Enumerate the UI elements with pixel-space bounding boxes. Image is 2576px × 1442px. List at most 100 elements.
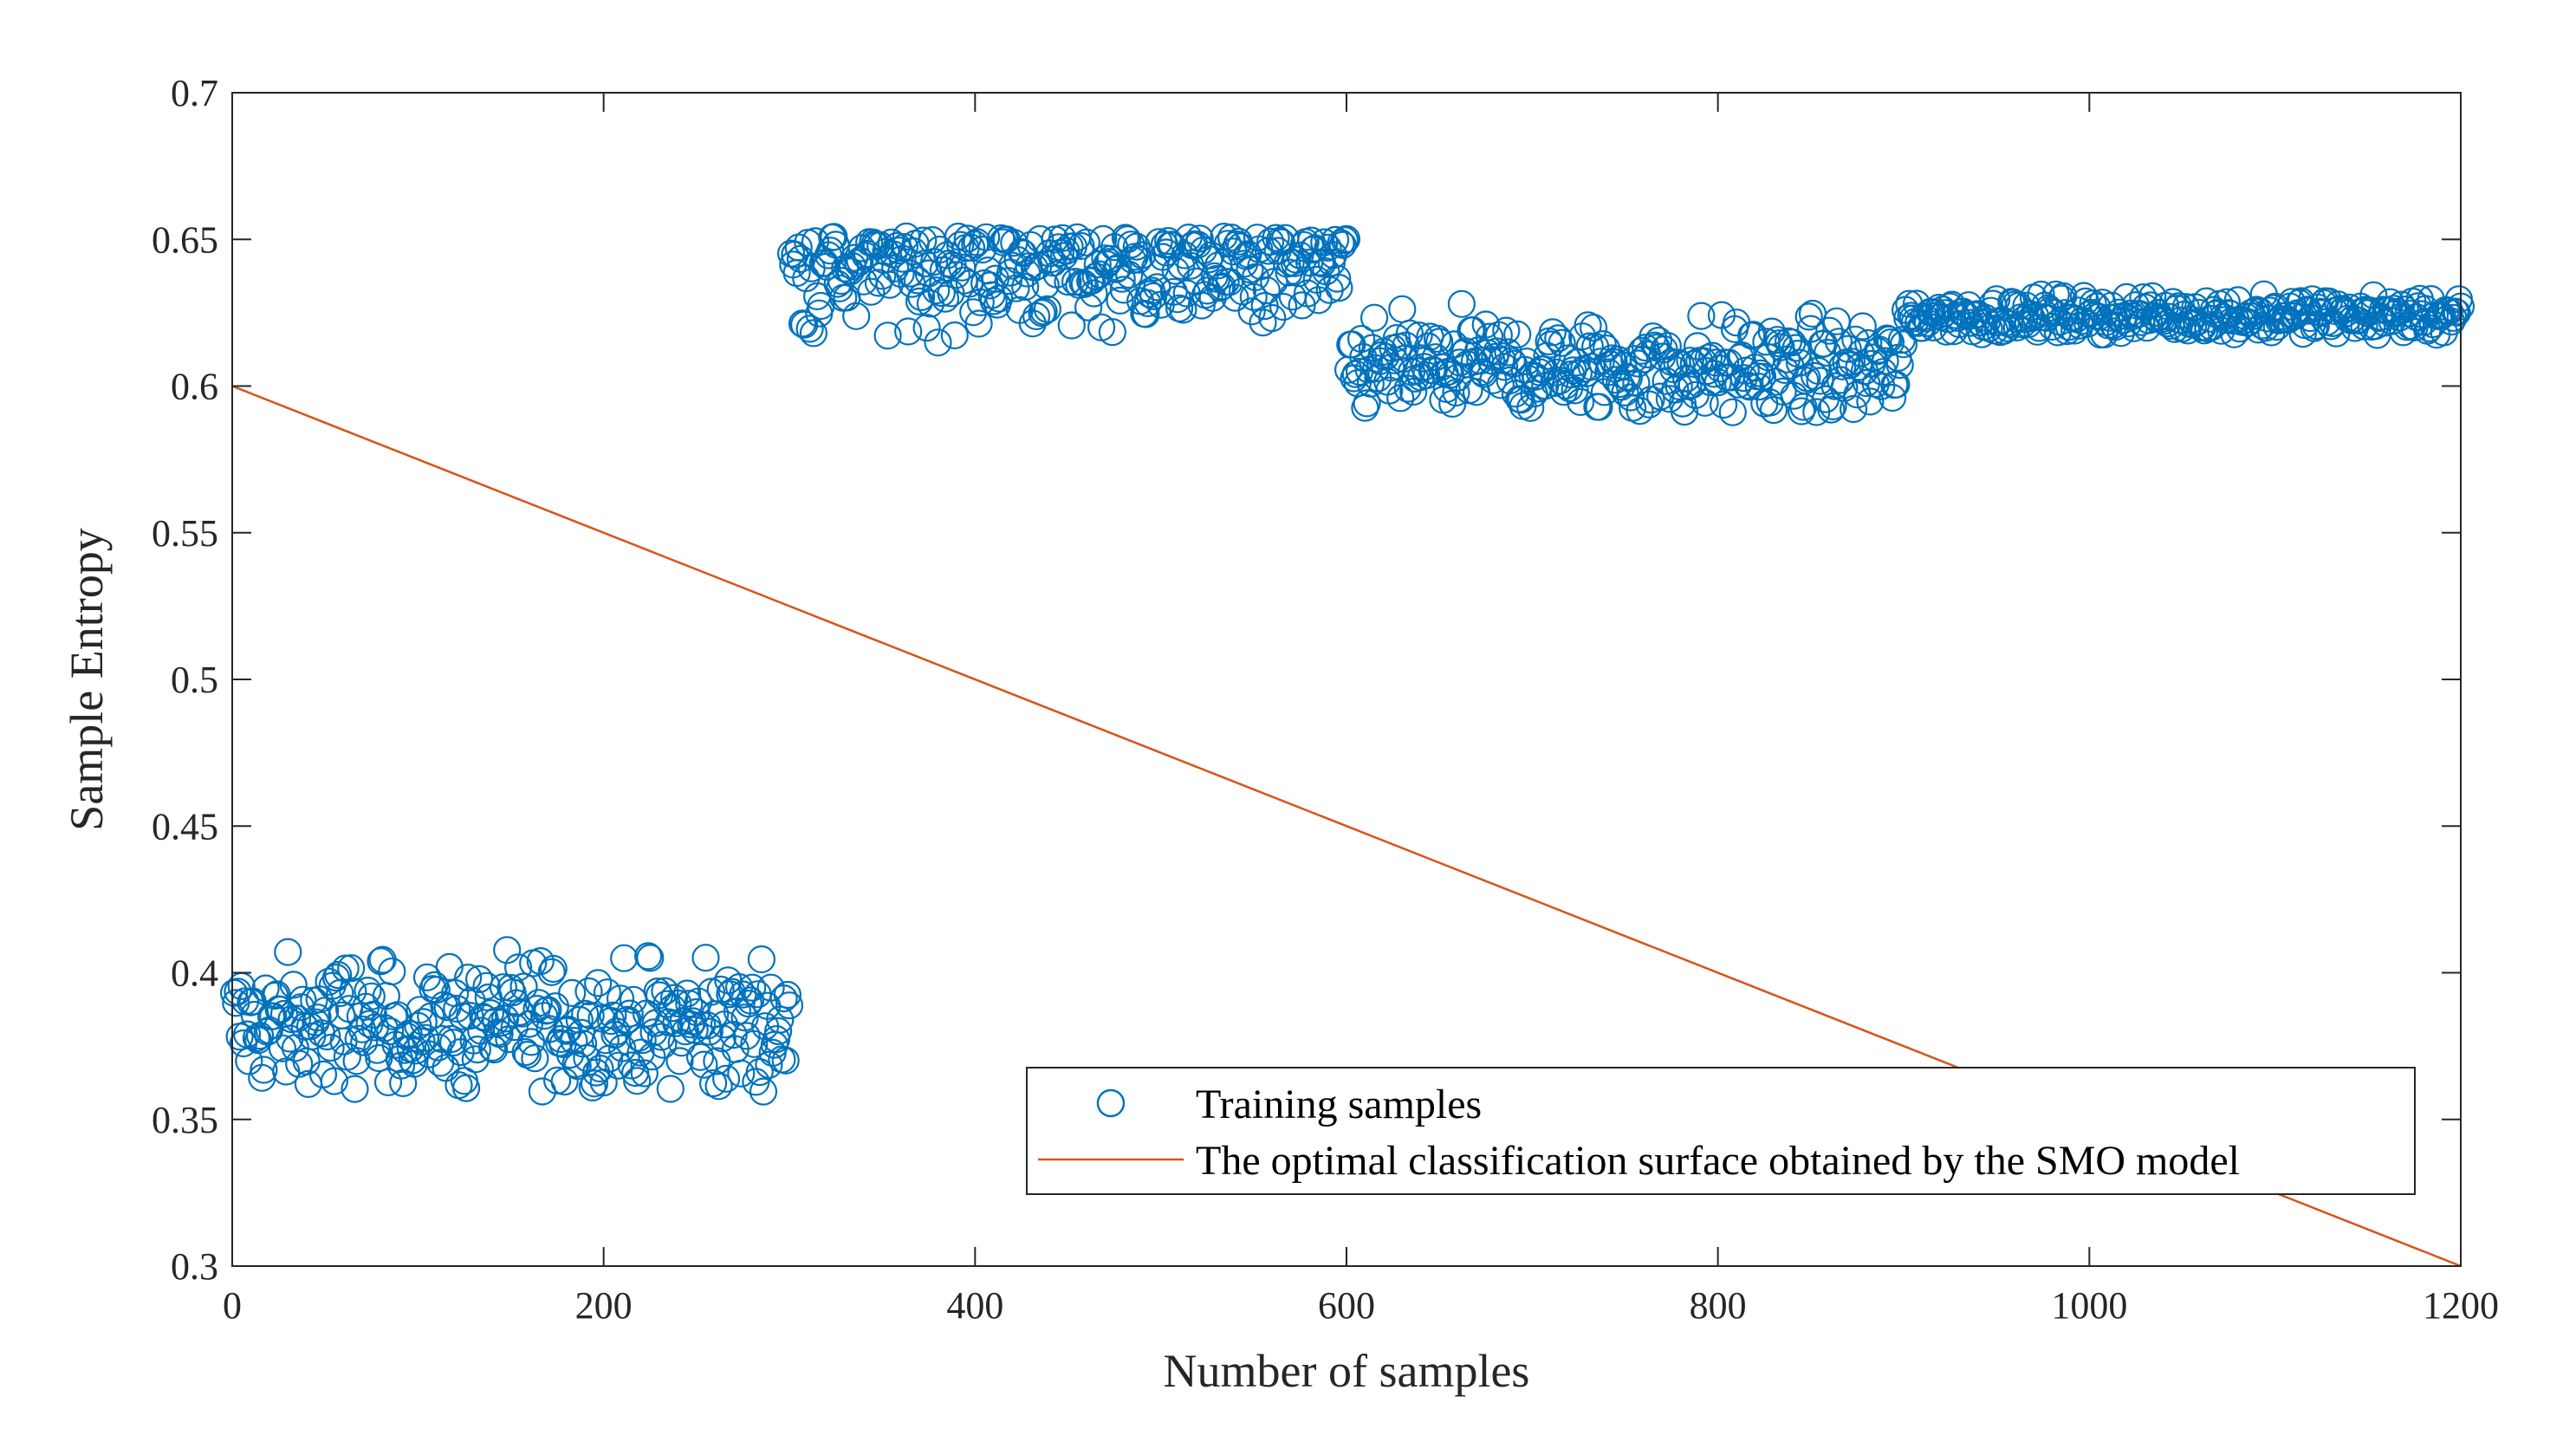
training-sample-point [1687,302,1716,330]
training-sample-point [719,1020,748,1049]
training-sample-point [1536,330,1565,359]
y-tick-label: 0.7 [171,72,218,114]
training-sample-point [1080,279,1108,308]
training-sample-point [1341,360,1370,388]
training-sample-point [1759,396,1788,425]
training-sample-point [1574,311,1602,340]
training-sample-point [1382,324,1411,353]
training-sample-point [1304,286,1333,315]
training-sample-point [1817,395,1846,424]
training-sample-point [957,233,986,262]
training-sample-point [357,982,386,1010]
training-sample-point [1256,227,1285,256]
y-tick-label: 0.3 [171,1245,218,1288]
training-sample-point [1269,292,1298,322]
training-sample-point [972,223,1001,251]
training-sample-point [1359,303,1389,332]
training-sample-point [1572,359,1600,387]
training-sample-point [420,971,449,1000]
training-sample-point [1221,283,1249,312]
training-sample-point [469,1003,497,1031]
training-sample-point [912,314,941,342]
training-sample-point [584,969,613,997]
training-sample-point [2079,289,2107,318]
training-sample-point [574,977,603,1006]
training-sample-point [350,1028,379,1056]
training-sample-point [1067,231,1095,260]
training-sample-point [1548,328,1576,357]
training-sample-point [1871,347,1899,375]
training-sample-point [737,973,767,1002]
y-axis-title: Sample Entropy [61,528,113,830]
training-sample-point [607,1034,637,1062]
training-sample-point [1544,324,1573,353]
y-tick-labels: 0.3 0.35 0.4 0.45 0.5 0.55 0.6 0.65 0.7 [152,72,218,1288]
training-sample-point [1470,360,1498,388]
training-sample-point [795,315,824,343]
legend-label-classification-surface: The optimal classification surface obtai… [1196,1138,2240,1184]
y-tick-label: 0.5 [171,659,218,701]
x-tick-label: 0 [223,1284,242,1327]
training-sample-point [422,975,451,1004]
training-sample-point [268,1034,296,1062]
training-sample-point [513,1040,542,1069]
training-sample-point [894,317,923,346]
training-sample-point [1644,326,1673,355]
training-sample-point [487,1008,516,1037]
training-sample-point [857,277,886,306]
training-sample-point [675,990,704,1018]
training-sample-point [1620,345,1649,373]
training-sample-point [593,978,622,1007]
training-sample-point [1783,340,1812,368]
training-sample-point [940,321,969,350]
training-sample-point [1840,394,1868,424]
y-tick-label: 0.6 [171,366,218,408]
training-sample-point [2025,314,2054,342]
training-sample-point [1386,384,1415,412]
training-sample-point [886,259,915,289]
legend-label-training-samples: Training samples [1196,1082,1482,1127]
training-sample-point [576,1001,605,1030]
training-sample-point [1848,312,1877,341]
x-tick-label: 600 [1318,1284,1375,1327]
training-sample-point [1028,299,1056,328]
training-sample-point [1878,383,1907,412]
training-sample-point [2114,309,2143,338]
training-sample-point [729,980,757,1009]
training-sample-point [320,1067,348,1095]
training-sample-point [664,989,692,1018]
training-sample-point [1332,224,1361,253]
training-sample-point [472,971,501,1000]
training-sample-point [1002,274,1030,302]
training-sample-point [443,994,471,1023]
training-sample-point [259,1002,288,1030]
training-sample-point [1078,266,1106,295]
training-sample-point [1646,382,1675,411]
training-sample-point [1423,324,1452,353]
training-sample-point [521,1044,549,1073]
training-sample-point [946,231,975,259]
training-sample-point [1564,359,1593,387]
training-sample-point [565,1005,594,1035]
training-sample-point [1625,397,1654,425]
training-sample-point [480,1035,509,1064]
training-sample-point [638,1043,666,1071]
training-sample-point [846,246,874,275]
training-sample-point [834,256,863,284]
legend-box [1026,1067,2416,1195]
training-sample-point [1325,274,1353,302]
training-sample-point [697,978,726,1006]
training-sample-point [665,1047,694,1075]
training-sample-point [1124,245,1153,274]
training-sample-point [2212,288,2241,316]
axis-ticks [231,92,2462,1267]
training-sample-point [1434,357,1463,386]
training-sample-point [1447,289,1476,318]
training-sample-point [775,991,804,1020]
training-sample-point [2210,306,2239,335]
training-sample-point [324,960,353,990]
training-sample-point [1133,289,1162,317]
training-sample-point [1098,318,1127,347]
training-sample-point [1054,268,1082,296]
